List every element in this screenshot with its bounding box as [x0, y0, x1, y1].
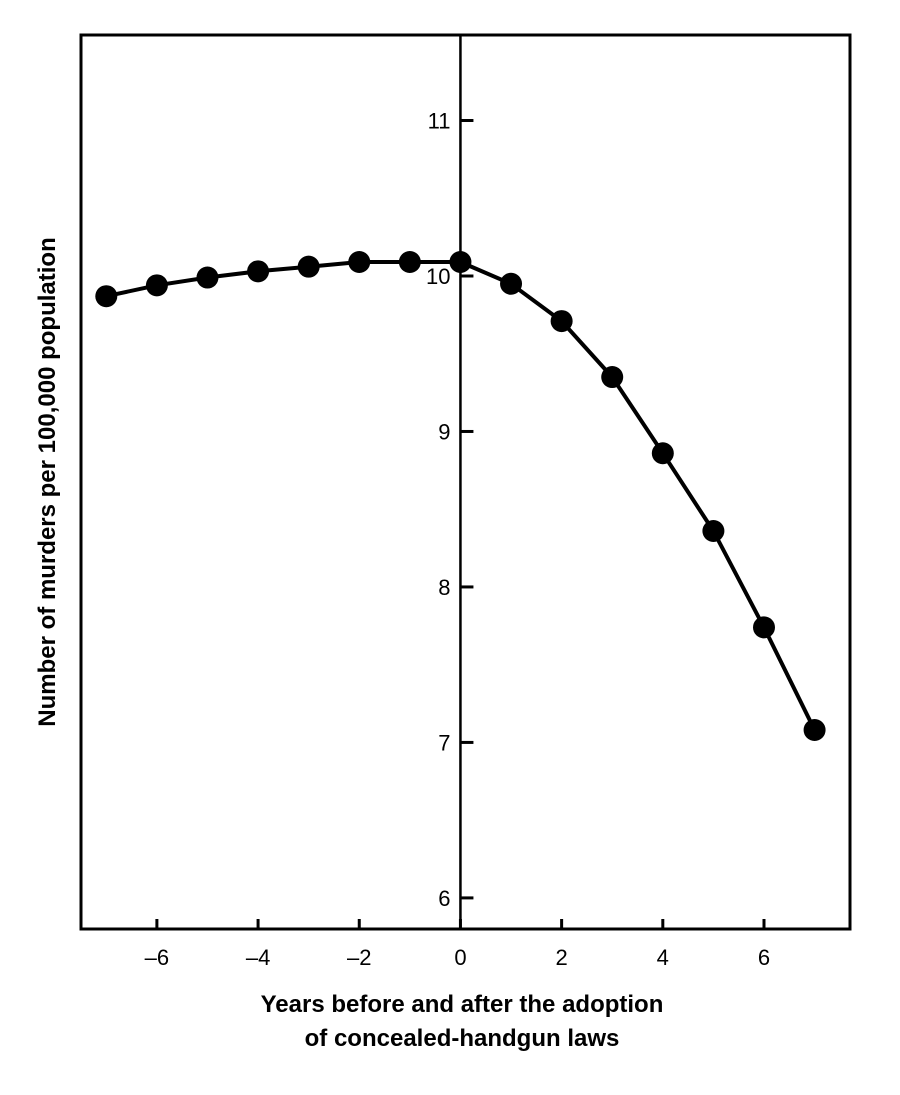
y-tick-label: 8 — [438, 575, 450, 600]
x-tick-label: 2 — [556, 945, 568, 970]
data-point — [601, 366, 624, 389]
y-axis-title: Number of murders per 100,000 population — [34, 237, 61, 726]
data-point — [500, 272, 523, 295]
data-point — [196, 266, 219, 289]
data-point — [651, 442, 674, 465]
x-tick-label: –4 — [246, 945, 270, 970]
y-tick-label: 10 — [426, 264, 450, 289]
data-point — [95, 285, 118, 308]
data-point — [398, 250, 421, 273]
y-tick-label: 7 — [438, 730, 450, 755]
x-tick-label: –2 — [347, 945, 371, 970]
x-axis-ticks: –6 –4 –2 0 2 4 6 — [145, 919, 770, 970]
data-point — [247, 260, 270, 283]
x-tick-label: 0 — [454, 945, 466, 970]
data-point — [449, 250, 472, 273]
x-tick-label: –6 — [145, 945, 169, 970]
y-tick-label: 6 — [438, 886, 450, 911]
data-point — [550, 310, 573, 333]
data-point — [702, 519, 725, 542]
data-point — [752, 616, 775, 639]
data-point — [145, 274, 168, 297]
y-tick-label: 9 — [438, 419, 450, 444]
x-tick-label: 4 — [657, 945, 669, 970]
data-point — [297, 255, 320, 278]
x-tick-label: 6 — [758, 945, 770, 970]
data-point — [803, 718, 826, 741]
x-axis-title-line-1: Years before and after the adoption — [261, 991, 664, 1018]
data-point — [348, 250, 371, 273]
data-points — [95, 250, 826, 741]
y-tick-label: 11 — [428, 109, 451, 134]
y-axis-ticks: 6 7 8 9 10 11 — [426, 109, 474, 911]
plot-frame — [79, 33, 852, 931]
x-axis-title-line-2: of concealed-handgun laws — [305, 1025, 620, 1052]
